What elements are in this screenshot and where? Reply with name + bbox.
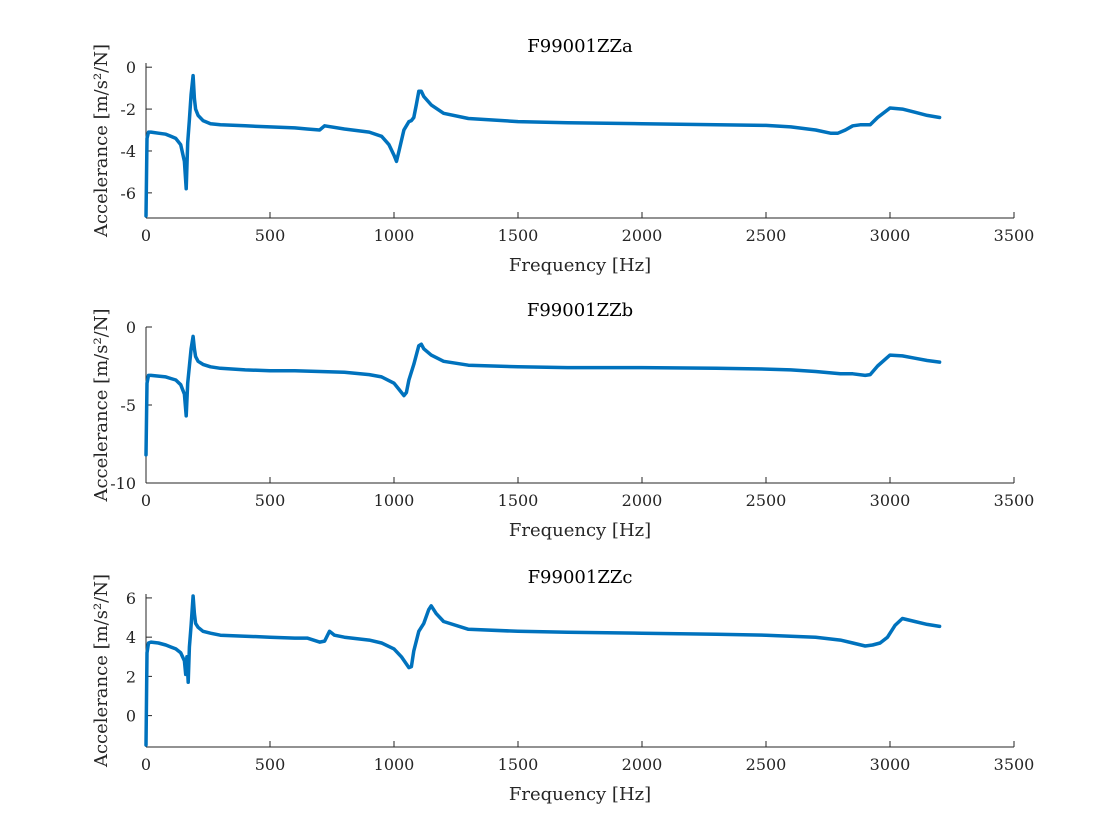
chart-title: F99001ZZc xyxy=(528,567,633,588)
y-tick-label: 0 xyxy=(126,318,136,337)
x-tick-label: 500 xyxy=(255,226,286,245)
y-tick-label: -10 xyxy=(110,474,136,493)
y-tick-label: -2 xyxy=(120,100,136,119)
series-line-1 xyxy=(144,594,942,747)
y-axis-label: Accelerance [m/s²/N] xyxy=(91,44,112,238)
x-tick-label: 500 xyxy=(255,755,286,774)
x-tick-label: 1500 xyxy=(498,491,539,510)
x-tick-label: 1000 xyxy=(374,226,415,245)
y-axis-label: Accelerance [m/s²/N] xyxy=(91,308,112,502)
x-tick-label: 500 xyxy=(255,491,286,510)
x-tick-label: 0 xyxy=(141,491,151,510)
series-line-1 xyxy=(144,73,942,218)
x-tick-label: 2500 xyxy=(746,491,787,510)
x-axis-label: Frequency [Hz] xyxy=(509,520,651,541)
y-tick-label: 6 xyxy=(126,589,136,608)
x-axis-label: Frequency [Hz] xyxy=(509,784,651,805)
x-tick-label: 1500 xyxy=(498,755,539,774)
series-line-1 xyxy=(144,334,942,457)
x-tick-label: 3000 xyxy=(870,491,911,510)
chart-title: F99001ZZb xyxy=(527,300,633,321)
x-tick-label: 3000 xyxy=(870,755,911,774)
y-tick-label: -5 xyxy=(120,396,136,415)
x-axis-label: Frequency [Hz] xyxy=(509,255,651,276)
x-tick-label: 3500 xyxy=(994,226,1035,245)
x-tick-label: 3500 xyxy=(994,755,1035,774)
y-tick-label: -6 xyxy=(120,184,136,203)
y-axis-label: Accelerance [m/s²/N] xyxy=(91,574,112,768)
x-tick-label: 2500 xyxy=(746,755,787,774)
y-tick-label: 2 xyxy=(126,667,136,686)
x-tick-label: 1500 xyxy=(498,226,539,245)
x-tick-label: 2000 xyxy=(622,226,663,245)
y-tick-label: 0 xyxy=(126,58,136,77)
x-tick-label: 3000 xyxy=(870,226,911,245)
y-tick-label: -4 xyxy=(120,142,136,161)
x-tick-label: 0 xyxy=(141,226,151,245)
x-tick-label: 1000 xyxy=(374,755,415,774)
x-tick-label: 2000 xyxy=(622,755,663,774)
x-tick-label: 3500 xyxy=(994,491,1035,510)
chart-panel-1: 0 500 1000 1500 2000 2500 3000 3500 -6 -4 -2 0 F9900… xyxy=(91,36,1034,276)
x-tick-label: 1000 xyxy=(374,491,415,510)
y-tick-label: 0 xyxy=(126,707,136,726)
chart-panel-2: 0 500 1000 1500 2000 2500 3000 3500 -10 -5 0 F99001… xyxy=(91,300,1034,541)
chart-title: F99001ZZa xyxy=(527,36,633,57)
x-tick-label: 2000 xyxy=(622,491,663,510)
chart-panel-3: 0 500 1000 1500 2000 2500 3000 3500 0 2 4 6 F99001ZZ… xyxy=(91,567,1034,805)
x-tick-label: 0 xyxy=(141,755,151,774)
x-tick-label: 2500 xyxy=(746,226,787,245)
y-tick-label: 4 xyxy=(126,628,136,647)
